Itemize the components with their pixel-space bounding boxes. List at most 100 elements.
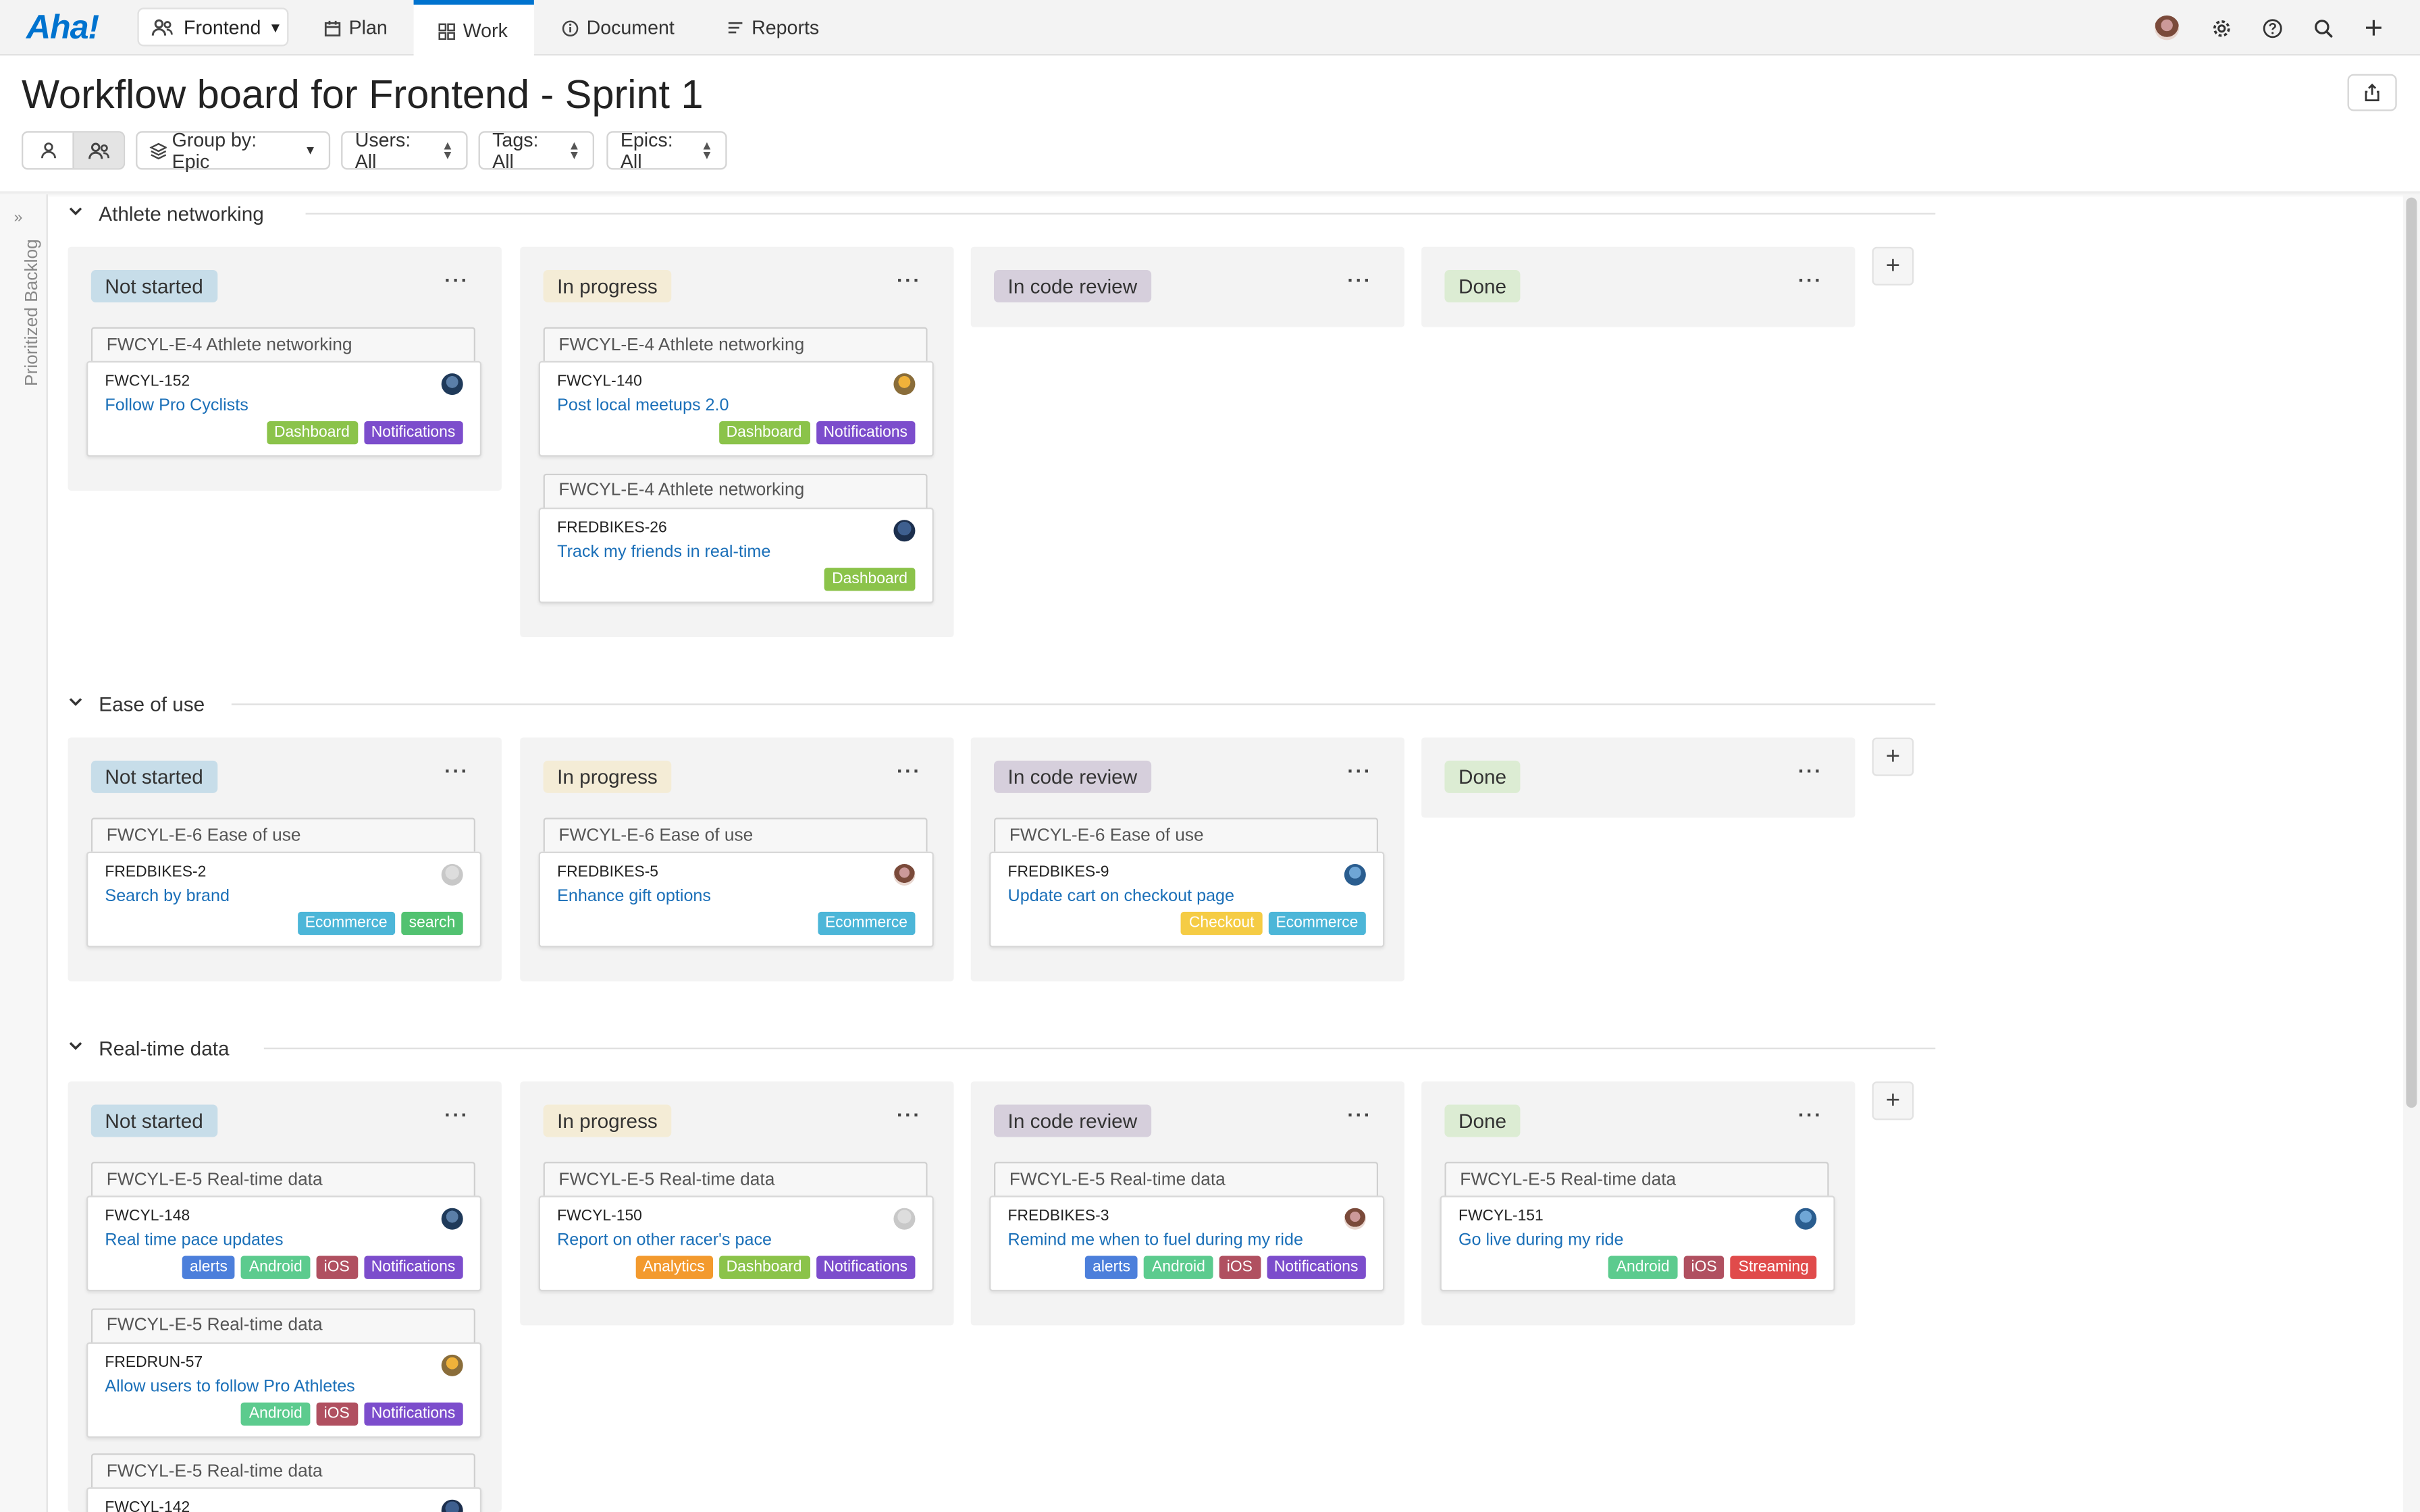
aha-logo[interactable]: Aha! <box>26 7 99 47</box>
card-title-link[interactable]: Allow users to follow Pro Athletes <box>105 1376 355 1396</box>
tag-badge[interactable]: Dashboard <box>718 421 810 445</box>
more-options-icon[interactable]: ··· <box>1797 1103 1823 1127</box>
epic-label[interactable]: FWCYL-E-4 Athlete networking <box>543 473 928 507</box>
more-options-icon[interactable]: ··· <box>896 268 922 292</box>
gear-icon[interactable] <box>2209 16 2234 40</box>
tag-badge[interactable]: Checkout <box>1181 911 1262 936</box>
assignee-avatar[interactable] <box>1795 1208 1817 1230</box>
tag-badge[interactable]: Android <box>241 1256 311 1279</box>
more-options-icon[interactable]: ··· <box>1797 268 1823 292</box>
card-title-link[interactable]: Go live during my ride <box>1458 1231 1624 1250</box>
card-title-link[interactable]: Report on other racer's pace <box>557 1231 772 1250</box>
tab-reports[interactable]: Reports <box>727 0 819 55</box>
card-title-link[interactable]: Follow Pro Cyclists <box>105 396 248 415</box>
card-reference[interactable]: FWCYL-140 <box>557 373 642 391</box>
card-reference[interactable]: FREDBIKES-9 <box>1007 863 1109 882</box>
expand-chevron-icon[interactable]: » <box>14 209 23 227</box>
work-card[interactable]: FWCYL-140 Post local meetups 2.0 Dashboard… <box>538 360 934 457</box>
more-options-icon[interactable]: ··· <box>896 1103 922 1127</box>
epic-label[interactable]: FWCYL-E-5 Real-time data <box>90 1162 475 1196</box>
epic-label[interactable]: FWCYL-E-6 Ease of use <box>543 817 928 852</box>
tag-badge[interactable]: alerts <box>182 1256 236 1279</box>
single-user-view-button[interactable] <box>23 133 72 169</box>
work-card[interactable]: FWCYL-152 Follow Pro Cyclists Dashboard Not… <box>86 360 482 457</box>
tag-badge[interactable]: Analytics <box>635 1256 713 1279</box>
assignee-avatar[interactable] <box>1344 863 1366 886</box>
tag-badge[interactable]: Notifications <box>363 1256 463 1279</box>
tag-badge[interactable]: Notifications <box>363 1401 463 1425</box>
chevron-down-icon[interactable] <box>68 693 93 713</box>
add-column-button[interactable]: + <box>1872 246 1914 286</box>
epic-label[interactable]: FWCYL-E-5 Real-time data <box>90 1307 475 1342</box>
card-reference[interactable]: FWCYL-142 <box>105 1499 190 1512</box>
card-title-link[interactable]: Update cart on checkout page <box>1007 887 1235 906</box>
tag-badge[interactable]: Ecommerce <box>1268 911 1366 936</box>
card-reference[interactable]: FREDBIKES-3 <box>1007 1208 1109 1225</box>
epic-label[interactable]: FWCYL-E-5 Real-time data <box>90 1453 475 1488</box>
more-options-icon[interactable]: ··· <box>1347 759 1372 782</box>
card-title-link[interactable]: Post local meetups 2.0 <box>557 396 729 415</box>
plus-icon[interactable] <box>2361 16 2386 40</box>
tag-badge[interactable]: Streaming <box>1731 1256 1817 1279</box>
search-icon[interactable] <box>2311 16 2336 40</box>
more-options-icon[interactable]: ··· <box>896 759 922 782</box>
backlog-sidebar[interactable] <box>0 194 48 1512</box>
card-reference[interactable]: FWCYL-150 <box>557 1208 642 1225</box>
share-button[interactable] <box>2347 74 2397 111</box>
tag-badge[interactable]: iOS <box>316 1401 358 1425</box>
assignee-avatar[interactable] <box>441 373 463 396</box>
work-card[interactable]: FREDRUN-57 Allow users to follow Pro Athl… <box>86 1341 482 1438</box>
tag-badge[interactable]: Android <box>1144 1256 1213 1279</box>
work-card[interactable]: FREDBIKES-9 Update cart on checkout page C… <box>989 851 1385 948</box>
tag-badge[interactable]: iOS <box>1219 1256 1261 1279</box>
chevron-down-icon[interactable] <box>68 1037 93 1058</box>
add-column-button[interactable]: + <box>1872 1081 1914 1120</box>
tag-badge[interactable]: Ecommerce <box>297 911 396 936</box>
work-card[interactable]: FWCYL-151 Go live during my ride Android iO… <box>1440 1195 1835 1292</box>
tag-badge[interactable]: search <box>401 911 463 936</box>
tag-badge[interactable]: Notifications <box>816 421 916 445</box>
chevron-down-icon[interactable] <box>68 203 93 223</box>
card-title-link[interactable]: Real time pace updates <box>105 1231 284 1250</box>
work-card[interactable]: FWCYL-148 Real time pace updates alerts And… <box>86 1195 482 1292</box>
epic-label[interactable]: FWCYL-E-4 Athlete networking <box>90 327 475 361</box>
tag-badge[interactable]: Dashboard <box>718 1256 810 1279</box>
tab-work[interactable]: Work <box>413 0 534 57</box>
epic-label[interactable]: FWCYL-E-5 Real-time data <box>1444 1162 1829 1196</box>
card-title-link[interactable]: Track my friends in real-time <box>557 542 771 561</box>
epic-label[interactable]: FWCYL-E-5 Real-time data <box>993 1162 1379 1196</box>
work-card[interactable]: FREDBIKES-26 Track my friends in real-tim… <box>538 506 934 603</box>
work-card[interactable]: FREDBIKES-5 Enhance gift options Ecommerce <box>538 851 934 948</box>
more-options-icon[interactable]: ··· <box>444 1103 469 1127</box>
workspace-switcher[interactable]: Frontend ▼ <box>137 7 289 47</box>
assignee-avatar[interactable] <box>893 1208 916 1230</box>
card-title-link[interactable]: Remind me when to fuel during my ride <box>1007 1231 1303 1250</box>
epic-label[interactable]: FWCYL-E-4 Athlete networking <box>543 327 928 361</box>
tag-badge[interactable]: Ecommerce <box>817 911 916 936</box>
more-options-icon[interactable]: ··· <box>444 759 469 782</box>
tag-badge[interactable]: Android <box>241 1401 311 1425</box>
users-filter[interactable]: Users: All ▲ ▼ <box>341 129 468 172</box>
assignee-avatar[interactable] <box>893 519 916 541</box>
user-avatar[interactable] <box>2154 15 2180 40</box>
work-card[interactable]: FWCYL-142 <box>86 1487 482 1512</box>
card-reference[interactable]: FREDRUN-57 <box>105 1353 203 1371</box>
assignee-avatar[interactable] <box>441 1208 463 1230</box>
tag-badge[interactable]: Dashboard <box>266 421 358 445</box>
assignee-avatar[interactable] <box>441 1499 463 1512</box>
more-options-icon[interactable]: ··· <box>1797 759 1823 782</box>
tag-badge[interactable]: alerts <box>1084 1256 1138 1279</box>
assignee-avatar[interactable] <box>893 863 916 886</box>
tag-badge[interactable]: Android <box>1608 1256 1677 1279</box>
more-options-icon[interactable]: ··· <box>1347 1103 1372 1127</box>
work-card[interactable]: FREDBIKES-3 Remind me when to fuel during… <box>989 1195 1385 1292</box>
tag-badge[interactable]: Notifications <box>1266 1256 1366 1279</box>
help-icon[interactable] <box>2259 16 2284 40</box>
tag-badge[interactable]: Notifications <box>363 421 463 445</box>
work-card[interactable]: FREDBIKES-2 Search by brand Ecommerce searc… <box>86 851 482 948</box>
card-title-link[interactable]: Search by brand <box>105 887 230 906</box>
swimlane-header[interactable]: Ease of use <box>68 691 205 716</box>
epic-label[interactable]: FWCYL-E-6 Ease of use <box>993 817 1379 852</box>
work-card[interactable]: FWCYL-150 Report on other racer's pace Ana… <box>538 1195 934 1292</box>
scrollbar-thumb[interactable] <box>2406 197 2417 1108</box>
